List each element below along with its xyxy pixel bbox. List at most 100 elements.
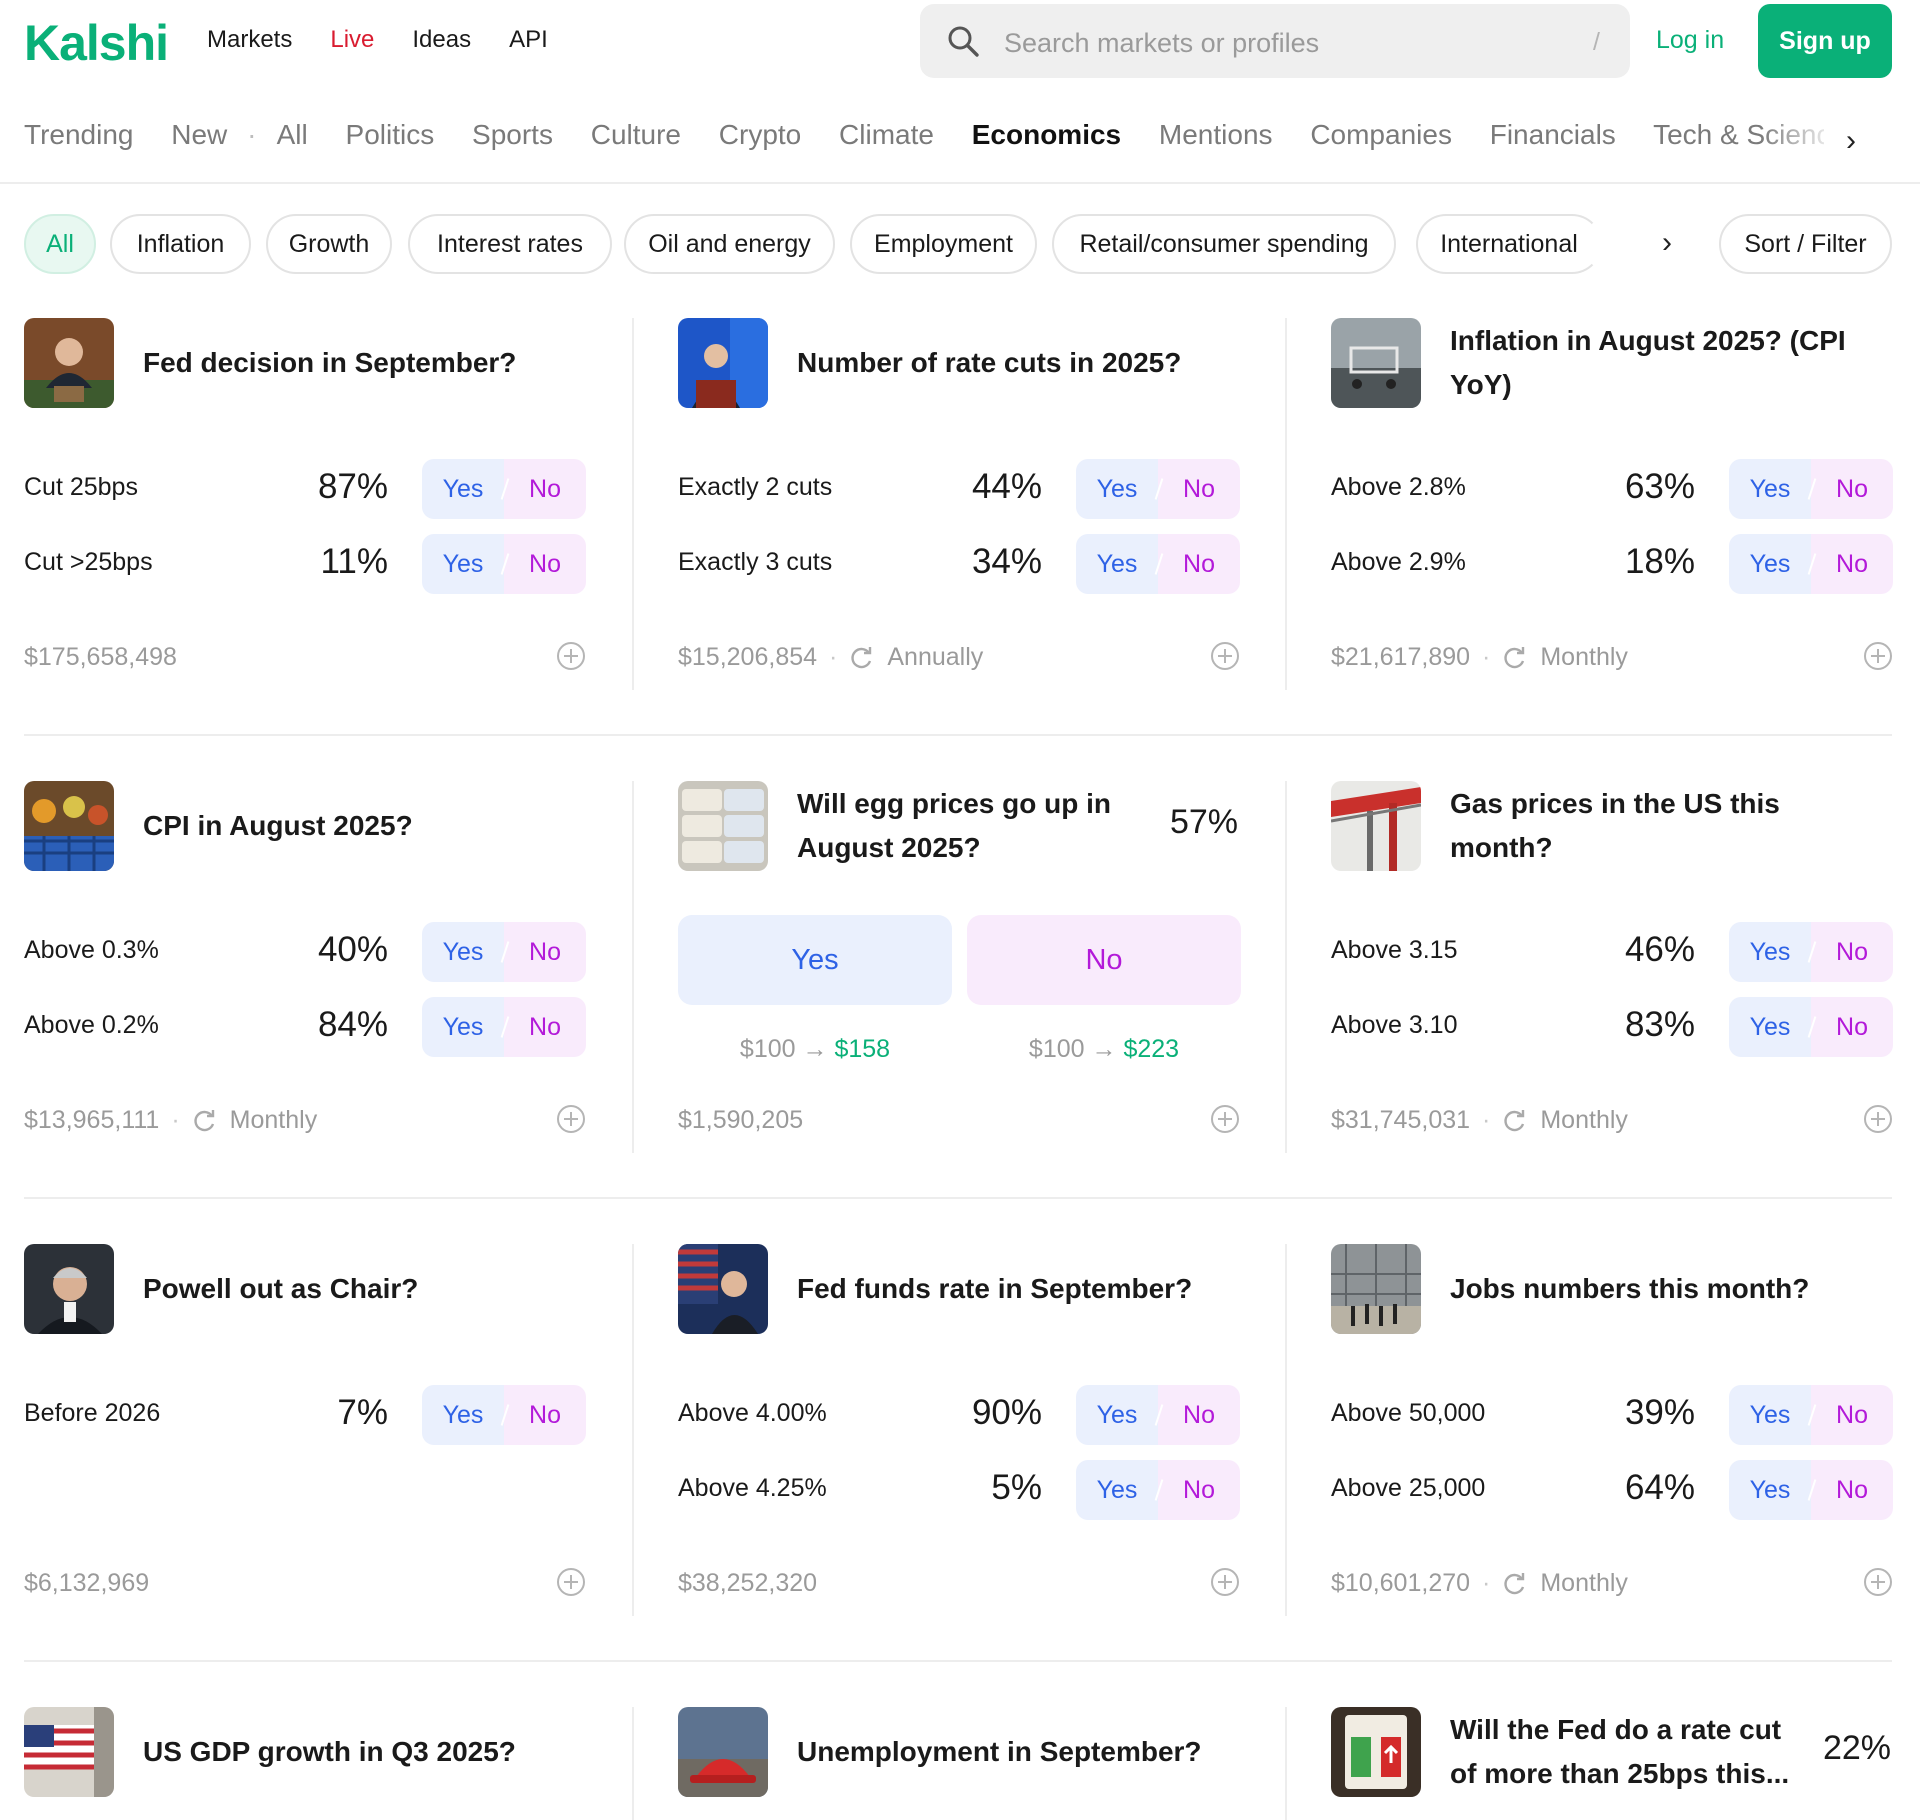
market-card[interactable]: Inflation in August 2025? (CPI YoY) Abov… <box>1331 318 1893 718</box>
sort-filter-button[interactable]: Sort / Filter <box>1719 214 1892 274</box>
chevron-right-icon[interactable]: › <box>1662 226 1672 259</box>
yes-button[interactable]: Yes <box>422 459 504 519</box>
kalshi-logo[interactable]: Kalshi <box>24 15 169 71</box>
search-input[interactable]: Search markets or profiles / <box>920 4 1630 78</box>
chip-oil-and-energy[interactable]: Oil and energy <box>624 214 835 274</box>
yes-button[interactable]: Yes <box>422 1385 504 1445</box>
signup-button[interactable]: Sign up <box>1758 4 1892 78</box>
nav-markets[interactable]: Markets <box>207 26 293 53</box>
tab-trending[interactable]: Trending <box>24 119 134 150</box>
market-title[interactable]: Will egg prices go up in August 2025? <box>797 788 1111 863</box>
tab-all[interactable]: All <box>276 119 308 150</box>
no-button[interactable]: No <box>504 1385 586 1445</box>
market-title[interactable]: Unemployment in September? <box>797 1736 1202 1767</box>
yes-button[interactable]: Yes <box>678 915 952 1005</box>
tab-economics[interactable]: Economics <box>971 119 1122 150</box>
chip-interest-rates[interactable]: Interest rates <box>408 214 612 274</box>
tab-mentions[interactable]: Mentions <box>1158 119 1273 150</box>
no-button[interactable]: No <box>1158 1460 1240 1520</box>
yes-button[interactable]: Yes <box>1076 1385 1158 1445</box>
add-plus-icon[interactable] <box>1863 1567 1893 1597</box>
market-card[interactable]: Jobs numbers this month? Above 50,000 39… <box>1331 1244 1893 1644</box>
add-plus-icon[interactable] <box>1210 1104 1240 1134</box>
market-title[interactable]: US GDP growth in Q3 2025? <box>143 1736 516 1767</box>
add-plus-icon[interactable] <box>1210 1567 1240 1597</box>
market-card[interactable]: Fed decision in September? Cut 25bps 87%… <box>24 318 586 718</box>
market-title[interactable]: Fed funds rate in September? <box>797 1273 1193 1304</box>
chip-retail-consumer-spending[interactable]: Retail/consumer spending <box>1052 214 1396 274</box>
tab-crypto[interactable]: Crypto <box>718 119 802 150</box>
no-button[interactable]: No <box>1811 922 1893 982</box>
yes-button[interactable]: Yes <box>422 534 504 594</box>
market-card[interactable]: CPI in August 2025? Above 0.3% 40% Yes No… <box>24 781 586 1181</box>
tab-climate[interactable]: Climate <box>839 119 934 150</box>
market-title[interactable]: CPI in August 2025? <box>143 810 413 841</box>
market-title[interactable]: Will the Fed do a rate cut of more than … <box>1450 1714 1790 1789</box>
market-card[interactable]: Will the Fed do a rate cut of more than … <box>1331 1707 1893 1807</box>
yes-button[interactable]: Yes <box>1729 1385 1811 1445</box>
add-plus-icon[interactable] <box>556 1104 586 1134</box>
market-card[interactable]: Fed funds rate in September? Above 4.00%… <box>678 1244 1240 1644</box>
no-button[interactable]: No <box>504 922 586 982</box>
no-button[interactable]: No <box>1811 534 1893 594</box>
chip-growth[interactable]: Growth <box>266 214 392 274</box>
market-card[interactable]: Unemployment in September? <box>678 1707 1240 1807</box>
chip-inflation[interactable]: Inflation <box>110 214 251 274</box>
market-card[interactable]: Powell out as Chair? Before 2026 7% Yes N… <box>24 1244 586 1644</box>
market-title[interactable]: Jobs numbers this month? <box>1450 1273 1810 1304</box>
market-title[interactable]: Powell out as Chair? <box>143 1273 419 1304</box>
yes-button[interactable]: Yes <box>422 922 504 982</box>
no-button[interactable]: No <box>1811 1460 1893 1520</box>
chip-all[interactable]: All <box>24 214 96 274</box>
add-plus-icon[interactable] <box>556 641 586 671</box>
market-card[interactable]: Number of rate cuts in 2025? Exactly 2 c… <box>678 318 1240 718</box>
market-title[interactable]: Number of rate cuts in 2025? <box>797 347 1182 378</box>
yes-button[interactable]: Yes <box>1076 459 1158 519</box>
outcome-chance: 44% <box>971 467 1042 506</box>
chip-employment[interactable]: Employment <box>850 214 1037 274</box>
yes-button[interactable]: Yes <box>1729 534 1811 594</box>
yes-button[interactable]: Yes <box>1729 1460 1811 1520</box>
no-button[interactable]: No <box>504 459 586 519</box>
yes-button[interactable]: Yes <box>422 997 504 1057</box>
yes-button[interactable]: Yes <box>1729 997 1811 1057</box>
yes-button[interactable]: Yes <box>1076 534 1158 594</box>
no-button[interactable]: No <box>1811 997 1893 1057</box>
no-button[interactable]: No <box>1811 1385 1893 1445</box>
market-card[interactable]: Will egg prices go up in August 2025? 57… <box>678 781 1241 1181</box>
no-button[interactable]: No <box>1158 1385 1240 1445</box>
nav-ideas[interactable]: Ideas <box>412 26 472 53</box>
no-button[interactable]: No <box>1158 534 1240 594</box>
nav-live[interactable]: Live <box>330 26 375 53</box>
nav-api[interactable]: API <box>509 26 548 53</box>
yes-button[interactable]: Yes <box>1729 459 1811 519</box>
tab-companies[interactable]: Companies <box>1310 119 1452 150</box>
tab-new[interactable]: New <box>171 119 228 150</box>
add-plus-icon[interactable] <box>1863 1104 1893 1134</box>
chip-international[interactable]: International <box>1416 214 1602 274</box>
market-card[interactable]: Gas prices in the US this month? Above 3… <box>1331 781 1893 1181</box>
yes-button[interactable]: Yes <box>1729 922 1811 982</box>
no-button[interactable]: No <box>1811 459 1893 519</box>
add-plus-icon[interactable] <box>1863 641 1893 671</box>
market-title[interactable]: Inflation in August 2025? (CPI YoY) <box>1450 325 1846 400</box>
no-button[interactable]: No <box>504 997 586 1057</box>
market-title[interactable]: Fed decision in September? <box>143 347 517 378</box>
market-card[interactable]: US GDP growth in Q3 2025? <box>24 1707 586 1807</box>
tab-sports[interactable]: Sports <box>472 119 553 150</box>
add-plus-icon[interactable] <box>1210 641 1240 671</box>
footer-separator: · <box>1482 643 1491 671</box>
market-title[interactable]: Gas prices in the US this month? <box>1450 788 1780 863</box>
no-button[interactable]: No <box>1158 459 1240 519</box>
chevron-right-icon[interactable]: › <box>1846 124 1856 157</box>
add-plus-icon[interactable] <box>556 1567 586 1597</box>
yes-button[interactable]: Yes <box>1076 1460 1158 1520</box>
login-link[interactable]: Log in <box>1656 26 1725 54</box>
tab-politics[interactable]: Politics <box>345 119 435 150</box>
no-button[interactable]: No <box>504 534 586 594</box>
no-button[interactable]: No <box>967 915 1241 1005</box>
arrow-right-icon: → <box>802 1035 835 1063</box>
tab-culture[interactable]: Culture <box>590 119 681 150</box>
market-volume: $6,132,969 <box>24 1569 150 1597</box>
tab-financials[interactable]: Financials <box>1489 119 1616 150</box>
